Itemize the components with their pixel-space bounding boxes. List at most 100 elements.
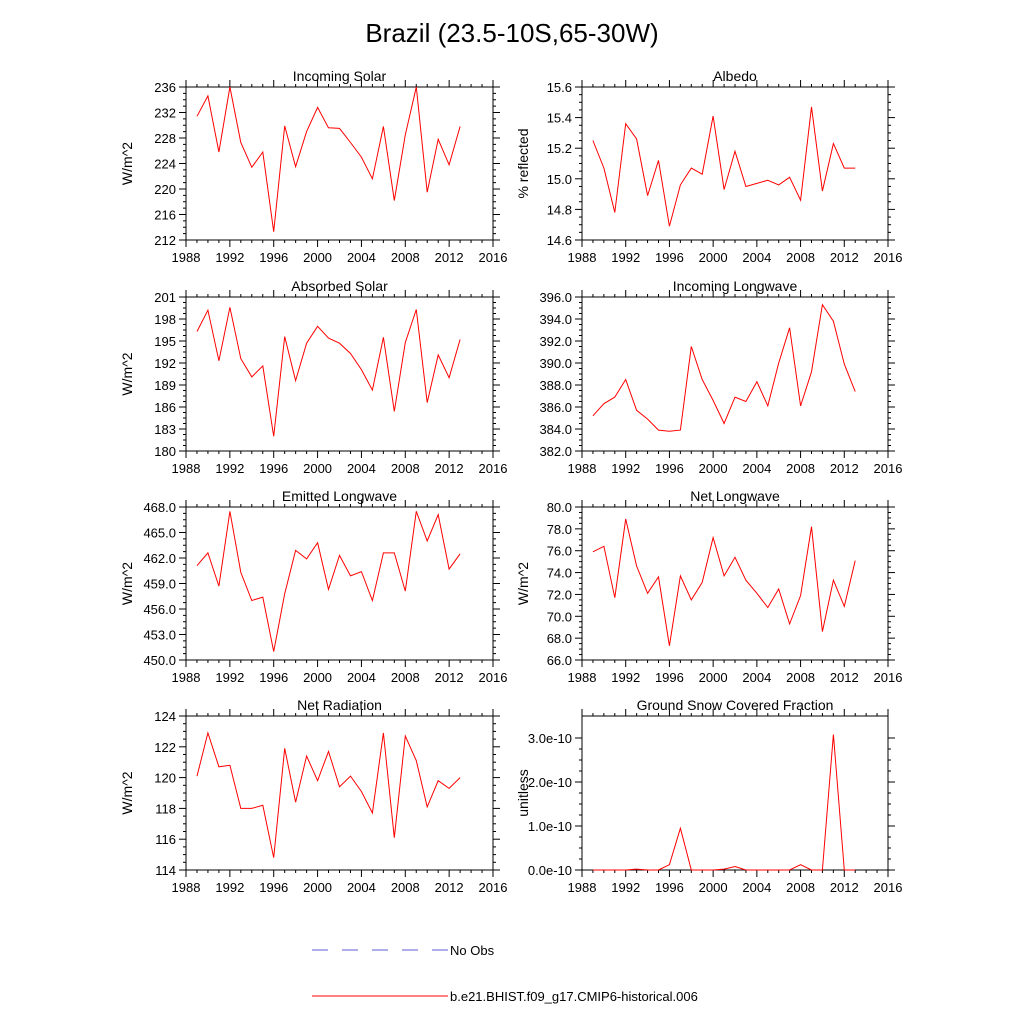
incoming-longwave-data-point bbox=[766, 404, 769, 407]
panel-absorbed-solar: Absorbed Solar W/m^2 1988 1992 1996 2000 2004 2… bbox=[119, 278, 507, 476]
net-longwave-data-point bbox=[646, 592, 649, 595]
incoming-longwave-xtick-label: 2012 bbox=[830, 461, 859, 476]
net-longwave-data-point bbox=[734, 556, 737, 559]
incoming-solar-xtick-label: 2012 bbox=[435, 250, 464, 265]
net-radiation-xtick-label: 1996 bbox=[259, 880, 288, 895]
ground-snow-covered-fraction-data-point bbox=[679, 827, 682, 830]
panel-incoming-longwave: Incoming Longwave 1988 1992 1996 2000 2004 200… bbox=[539, 278, 902, 476]
incoming-longwave-plot-frame bbox=[581, 296, 889, 452]
incoming-longwave-data-point bbox=[723, 422, 726, 425]
net-longwave-data-point bbox=[723, 574, 726, 577]
albedo-data-point bbox=[734, 150, 737, 153]
absorbed-solar-data-point bbox=[283, 335, 286, 338]
absorbed-solar-data-point bbox=[360, 368, 363, 371]
ground-snow-covered-fraction-xtick-label: 2004 bbox=[742, 880, 771, 895]
incoming-longwave-xtick-label: 1996 bbox=[655, 461, 684, 476]
incoming-longwave-data-point bbox=[854, 390, 857, 393]
incoming-solar-ytick-label: 224 bbox=[154, 157, 176, 172]
net-longwave-ylabel: W/m^2 bbox=[515, 562, 531, 605]
ground-snow-covered-fraction-data-point bbox=[613, 869, 616, 872]
emitted-longwave-plot-frame bbox=[185, 506, 494, 661]
panel-net-longwave: Net Longwave W/m^2 1988 1992 1996 2000 2004 200… bbox=[515, 488, 902, 685]
legend-model-label: b.e21.BHIST.f09_g17.CMIP6-historical.006 bbox=[450, 989, 698, 1004]
incoming-solar-data-point bbox=[371, 177, 374, 180]
incoming-longwave-data-point bbox=[799, 404, 802, 407]
incoming-solar-xtick-label: 1988 bbox=[172, 250, 201, 265]
incoming-longwave-data-point bbox=[810, 370, 813, 373]
incoming-longwave-xtick-label: 2016 bbox=[874, 461, 903, 476]
incoming-solar-data-point bbox=[327, 126, 330, 129]
net-longwave-series-line bbox=[592, 518, 856, 646]
incoming-solar-data-point bbox=[316, 106, 319, 109]
absorbed-solar-data-point bbox=[437, 353, 440, 356]
emitted-longwave-data-point bbox=[261, 596, 264, 599]
net-longwave-data-point bbox=[712, 536, 715, 539]
ground-snow-covered-fraction-data-point bbox=[788, 869, 791, 872]
net-radiation-xtick-label: 2012 bbox=[435, 880, 464, 895]
net-longwave-data-point bbox=[613, 596, 616, 599]
net-longwave-ytick-label: 76.0 bbox=[547, 544, 572, 559]
albedo-xtick-label: 1996 bbox=[655, 250, 684, 265]
incoming-solar-ytick-label: 220 bbox=[154, 182, 176, 197]
net-longwave-ytick-label: 78.0 bbox=[547, 522, 572, 537]
incoming-longwave-data-point bbox=[613, 396, 616, 399]
ground-snow-covered-fraction-data-point bbox=[810, 869, 813, 872]
net-longwave-data-point bbox=[624, 518, 627, 521]
net-radiation-data-point bbox=[426, 805, 429, 808]
albedo-data-point bbox=[690, 167, 693, 170]
net-longwave-data-point bbox=[690, 598, 693, 601]
incoming-solar-data-point bbox=[272, 230, 275, 233]
incoming-solar-data-point bbox=[426, 191, 429, 194]
incoming-solar-data-point bbox=[250, 166, 253, 169]
incoming-solar-data-point bbox=[206, 94, 209, 97]
incoming-solar-data-point bbox=[338, 127, 341, 130]
incoming-solar-data-point bbox=[283, 124, 286, 127]
net-longwave-data-point bbox=[777, 587, 780, 590]
emitted-longwave-ytick-label: 462.0 bbox=[143, 551, 176, 566]
net-radiation-ylabel: W/m^2 bbox=[119, 771, 135, 814]
incoming-solar-xtick-label: 2004 bbox=[347, 250, 376, 265]
incoming-longwave-ytick-label: 382.0 bbox=[539, 444, 572, 459]
incoming-solar-ytick-label: 232 bbox=[154, 106, 176, 121]
ground-snow-covered-fraction-data-point bbox=[832, 733, 835, 736]
albedo-xtick-label: 2004 bbox=[742, 250, 771, 265]
net-radiation-xtick-label: 2008 bbox=[391, 880, 420, 895]
emitted-longwave-data-point bbox=[239, 571, 242, 574]
net-radiation-data-point bbox=[316, 779, 319, 782]
net-longwave-xtick-label: 2000 bbox=[699, 670, 728, 685]
emitted-longwave-xtick-label: 2008 bbox=[391, 670, 420, 685]
albedo-ytick-label: 15.4 bbox=[547, 111, 572, 126]
absorbed-solar-ytick-label: 192 bbox=[154, 356, 176, 371]
ground-snow-covered-fraction-ytick-label: 2.0e-10 bbox=[528, 775, 572, 790]
ground-snow-covered-fraction-ytick-label: 1.0e-10 bbox=[528, 819, 572, 834]
albedo-xtick-label: 2012 bbox=[830, 250, 859, 265]
incoming-solar-data-point bbox=[228, 86, 231, 89]
ground-snow-covered-fraction-ylabel: unitless bbox=[515, 769, 531, 816]
albedo-data-point bbox=[723, 188, 726, 191]
absorbed-solar-data-point bbox=[459, 338, 462, 341]
net-radiation-plot-frame bbox=[185, 715, 494, 871]
incoming-longwave-data-point bbox=[701, 378, 704, 381]
net-radiation-data-point bbox=[360, 790, 363, 793]
ground-snow-covered-fraction-series-line bbox=[592, 734, 856, 871]
legend: No Obs b.e21.BHIST.f09_g17.CMIP6-histori… bbox=[312, 943, 698, 1004]
emitted-longwave-data-point bbox=[195, 564, 198, 567]
net-longwave-xtick-label: 1996 bbox=[655, 670, 684, 685]
net-longwave-data-point bbox=[679, 574, 682, 577]
emitted-longwave-data-point bbox=[393, 551, 396, 554]
incoming-longwave-ytick-label: 386.0 bbox=[539, 400, 572, 415]
incoming-longwave-ytick-label: 392.0 bbox=[539, 334, 572, 349]
net-radiation-data-point bbox=[206, 731, 209, 734]
absorbed-solar-data-point bbox=[305, 342, 308, 345]
absorbed-solar-data-point bbox=[404, 341, 407, 344]
net-radiation-ytick-label: 118 bbox=[155, 801, 176, 816]
net-radiation-title: Net Radiation bbox=[297, 697, 382, 713]
incoming-longwave-data-point bbox=[755, 380, 758, 383]
incoming-solar-data-point bbox=[217, 151, 220, 154]
ground-snow-covered-fraction-data-point bbox=[755, 869, 758, 872]
absorbed-solar-ytick-label: 180 bbox=[154, 444, 176, 459]
albedo-data-point bbox=[843, 167, 846, 170]
incoming-solar-data-point bbox=[382, 125, 385, 128]
ground-snow-covered-fraction-xtick-label: 1988 bbox=[568, 880, 597, 895]
albedo-ytick-label: 14.6 bbox=[547, 233, 572, 248]
